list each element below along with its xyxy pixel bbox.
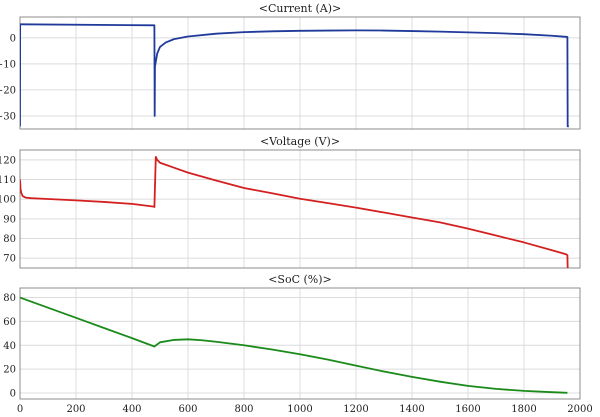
y-tick-label: −20 [0,85,16,96]
y-tick-label: 100 [0,195,16,206]
plot-border-voltage [19,149,581,269]
x-tick-label: 1800 [511,404,536,415]
y-tick-label: 110 [0,175,16,186]
x-tick-label: 1600 [455,404,480,415]
y-tick-label: 80 [3,293,16,304]
y-tick-label: −30 [0,111,16,122]
y-tick-label: 70 [3,254,16,265]
panel-title-voltage: <Voltage (V)> [260,135,340,148]
chart-panels: 0 −10 −20 −30 <Current (A)> 120 110 100 90 80 70 <V… [0,2,593,415]
y-tick-label: 120 [0,155,16,166]
y-tick-label: 90 [3,214,16,225]
x-tick-label: 0 [17,404,23,415]
y-tick-label: 0 [10,389,16,400]
y-tick-label: 20 [3,365,16,376]
x-tick-label: 1000 [287,404,312,415]
x-tick-label: 200 [66,404,85,415]
panel-current: 0 −10 −20 −30 <Current (A)> [0,2,581,130]
y-tick-label: −10 [0,59,16,70]
panel-voltage: 120 110 100 90 80 70 <Voltage (V)> [0,135,581,269]
x-tick-label: 400 [122,404,141,415]
x-tick-label: 1200 [343,404,368,415]
y-tick-label: 40 [3,341,16,352]
x-tick-label: 1400 [399,404,424,415]
series-line-current [20,23,569,128]
x-tick-label: 2000 [567,404,592,415]
panel-title-current: <Current (A)> [259,2,342,15]
y-tick-label: 0 [10,33,16,44]
series-line-soc [20,296,568,394]
y-tick-label: 80 [3,234,16,245]
x-tick-label: 600 [178,404,197,415]
plot-border-soc [19,287,581,400]
series-line-voltage [20,155,569,268]
panel-title-soc: <SoC (%)> [268,273,332,286]
x-tick-label: 800 [234,404,253,415]
y-tick-label: 60 [3,317,16,328]
